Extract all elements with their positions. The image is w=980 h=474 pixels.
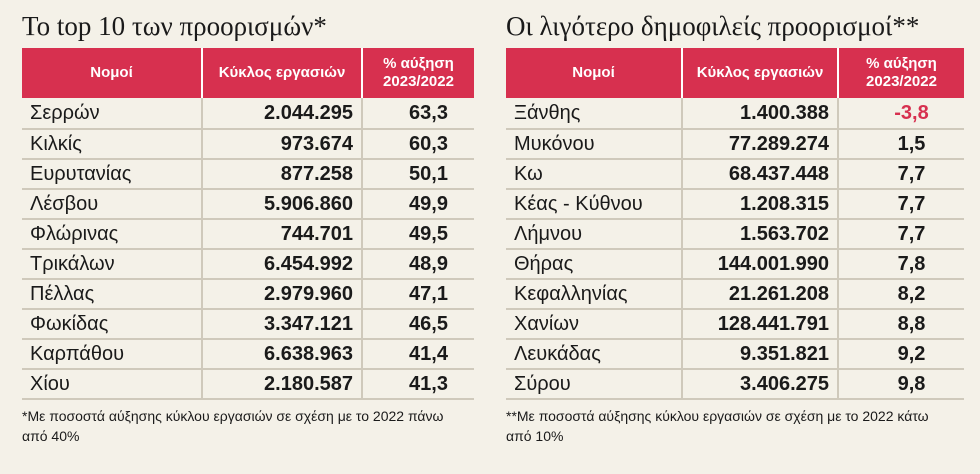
growth-cell: 48,9 <box>362 249 474 280</box>
prefecture-cell: Λευκάδας <box>506 339 683 370</box>
prefecture-cell: Πέλλας <box>22 279 203 310</box>
table-row: Μυκόνου 77.289.274 1,5 <box>506 129 964 160</box>
turnover-cell: 9.351.821 <box>682 339 839 370</box>
turnover-cell: 3.347.121 <box>202 309 363 340</box>
growth-cell: 9,2 <box>838 339 964 370</box>
least-popular-body: Ξάνθης 1.400.388 -3,8 Μυκόνου 77.289.274 1,5 Κ… <box>506 98 964 400</box>
table-row: Φλώρινας 744.701 49,5 <box>22 219 474 250</box>
table-row: Πέλλας 2.979.960 47,1 <box>22 279 474 310</box>
prefecture-cell: Κέας - Κύθνου <box>506 189 683 220</box>
table-row: Ευρυτανίας 877.258 50,1 <box>22 159 474 190</box>
turnover-cell: 3.406.275 <box>682 369 839 400</box>
table-row: Φωκίδας 3.347.121 46,5 <box>22 309 474 340</box>
turnover-cell: 144.001.990 <box>682 249 839 280</box>
prefecture-cell: Τρικάλων <box>22 249 203 280</box>
turnover-cell: 744.701 <box>202 219 363 250</box>
table-row: Χανίων 128.441.791 8,8 <box>506 309 964 340</box>
top10-footnote: *Με ποσοστά αύξησης κύκλου εργασιών σε σ… <box>22 408 444 444</box>
growth-cell: 63,3 <box>362 98 474 130</box>
turnover-cell: 128.441.791 <box>682 309 839 340</box>
turnover-cell: 68.437.448 <box>682 159 839 190</box>
prefecture-cell: Καρπάθου <box>22 339 203 370</box>
col-header-turnover: Κύκλος εργασιών <box>682 48 839 98</box>
growth-cell: 60,3 <box>362 129 474 160</box>
table-row: Κέας - Κύθνου 1.208.315 7,7 <box>506 189 964 220</box>
table-row: Τρικάλων 6.454.992 48,9 <box>22 249 474 280</box>
turnover-cell: 2.180.587 <box>202 369 363 400</box>
turnover-cell: 2.044.295 <box>202 98 363 130</box>
prefecture-cell: Ξάνθης <box>506 98 683 130</box>
growth-cell: 7,8 <box>838 249 964 280</box>
turnover-cell: 21.261.208 <box>682 279 839 310</box>
least-popular-panel: Οι λιγότερο δημοφιλείς προορισμοί** Νομο… <box>506 0 964 446</box>
growth-cell: 8,2 <box>838 279 964 310</box>
turnover-cell: 877.258 <box>202 159 363 190</box>
growth-cell: 1,5 <box>838 129 964 160</box>
growth-cell: 7,7 <box>838 189 964 220</box>
prefecture-cell: Λήμνου <box>506 219 683 250</box>
prefecture-cell: Μυκόνου <box>506 129 683 160</box>
table-row: Λήμνου 1.563.702 7,7 <box>506 219 964 250</box>
turnover-cell: 2.979.960 <box>202 279 363 310</box>
prefecture-cell: Σύρου <box>506 369 683 400</box>
table-row: Σύρου 3.406.275 9,8 <box>506 369 964 400</box>
growth-cell: 47,1 <box>362 279 474 310</box>
table-row: Κεφαλληνίας 21.261.208 8,2 <box>506 279 964 310</box>
turnover-cell: 5.906.860 <box>202 189 363 220</box>
col-header-prefecture: Νομοί <box>506 48 683 98</box>
growth-cell: -3,8 <box>838 98 964 130</box>
table-row: Κω 68.437.448 7,7 <box>506 159 964 190</box>
growth-cell: 50,1 <box>362 159 474 190</box>
table-row: Καρπάθου 6.638.963 41,4 <box>22 339 474 370</box>
growth-cell: 49,9 <box>362 189 474 220</box>
prefecture-cell: Κω <box>506 159 683 190</box>
least-popular-footnote: **Με ποσοστά αύξησης κύκλου εργασιών σε … <box>506 408 929 444</box>
turnover-cell: 6.454.992 <box>202 249 363 280</box>
table-row: Χίου 2.180.587 41,3 <box>22 369 474 400</box>
table-row: Σερρών 2.044.295 63,3 <box>22 98 474 130</box>
col-header-growth: % αύξηση 2023/2022 <box>838 48 964 98</box>
turnover-cell: 973.674 <box>202 129 363 160</box>
prefecture-cell: Κεφαλληνίας <box>506 279 683 310</box>
prefecture-cell: Θήρας <box>506 249 683 280</box>
turnover-cell: 77.289.274 <box>682 129 839 160</box>
table-row: Κιλκίς 973.674 60,3 <box>22 129 474 160</box>
growth-cell: 8,8 <box>838 309 964 340</box>
least-popular-title: Οι λιγότερο δημοφιλείς προορισμοί** <box>506 11 920 41</box>
prefecture-cell: Χίου <box>22 369 203 400</box>
top10-body: Σερρών 2.044.295 63,3 Κιλκίς 973.674 60,3 Ευρυ… <box>22 98 474 400</box>
growth-cell: 41,4 <box>362 339 474 370</box>
growth-cell: 46,5 <box>362 309 474 340</box>
growth-cell: 49,5 <box>362 219 474 250</box>
turnover-cell: 6.638.963 <box>202 339 363 370</box>
prefecture-cell: Σερρών <box>22 98 203 130</box>
prefecture-cell: Χανίων <box>506 309 683 340</box>
prefecture-cell: Φωκίδας <box>22 309 203 340</box>
top10-title: Το top 10 των προορισμών* <box>22 11 327 41</box>
col-header-turnover: Κύκλος εργασιών <box>202 48 363 98</box>
top10-panel: Το top 10 των προορισμών* Νομοί Κύκλος ε… <box>22 0 474 446</box>
table-row: Λέσβου 5.906.860 49,9 <box>22 189 474 220</box>
growth-cell: 9,8 <box>838 369 964 400</box>
least-popular-table: Νομοί Κύκλος εργασιών % αύξηση 2023/2022… <box>506 48 964 400</box>
turnover-cell: 1.208.315 <box>682 189 839 220</box>
prefecture-cell: Λέσβου <box>22 189 203 220</box>
col-header-prefecture: Νομοί <box>22 48 203 98</box>
growth-cell: 41,3 <box>362 369 474 400</box>
table-row: Ξάνθης 1.400.388 -3,8 <box>506 98 964 130</box>
turnover-cell: 1.400.388 <box>682 98 839 130</box>
growth-cell: 7,7 <box>838 159 964 190</box>
table-row: Θήρας 144.001.990 7,8 <box>506 249 964 280</box>
prefecture-cell: Φλώρινας <box>22 219 203 250</box>
turnover-cell: 1.563.702 <box>682 219 839 250</box>
table-header-row: Νομοί Κύκλος εργασιών % αύξηση 2023/2022 <box>22 48 474 98</box>
table-row: Λευκάδας 9.351.821 9,2 <box>506 339 964 370</box>
col-header-growth: % αύξηση 2023/2022 <box>362 48 474 98</box>
growth-cell: 7,7 <box>838 219 964 250</box>
prefecture-cell: Κιλκίς <box>22 129 203 160</box>
prefecture-cell: Ευρυτανίας <box>22 159 203 190</box>
top10-table: Νομοί Κύκλος εργασιών % αύξηση 2023/2022… <box>22 48 474 400</box>
table-header-row: Νομοί Κύκλος εργασιών % αύξηση 2023/2022 <box>506 48 964 98</box>
